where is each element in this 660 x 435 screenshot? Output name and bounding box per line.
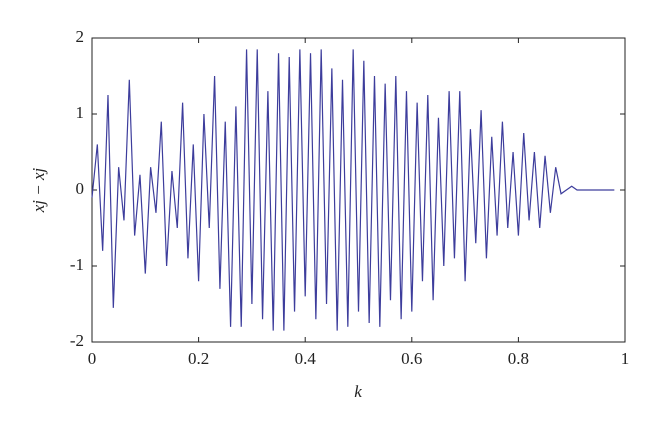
x-tick-label: 1: [621, 349, 630, 368]
y-tick-label: 2: [76, 27, 85, 46]
y-tick-label: 1: [76, 103, 85, 122]
x-tick-label: 0.2: [188, 349, 209, 368]
data-line: [91, 49, 615, 331]
y-axis-label: xj − xj: [29, 167, 48, 213]
x-tick-label: 0.4: [295, 349, 317, 368]
y-tick-label: -2: [70, 331, 84, 350]
x-tick-label: 0: [88, 349, 97, 368]
y-tick-label: 0: [76, 179, 85, 198]
y-tick-label: -1: [70, 255, 84, 274]
x-tick-label: 0.6: [401, 349, 422, 368]
x-tick-label: 0.8: [508, 349, 529, 368]
x-axis-label: k: [354, 382, 362, 401]
